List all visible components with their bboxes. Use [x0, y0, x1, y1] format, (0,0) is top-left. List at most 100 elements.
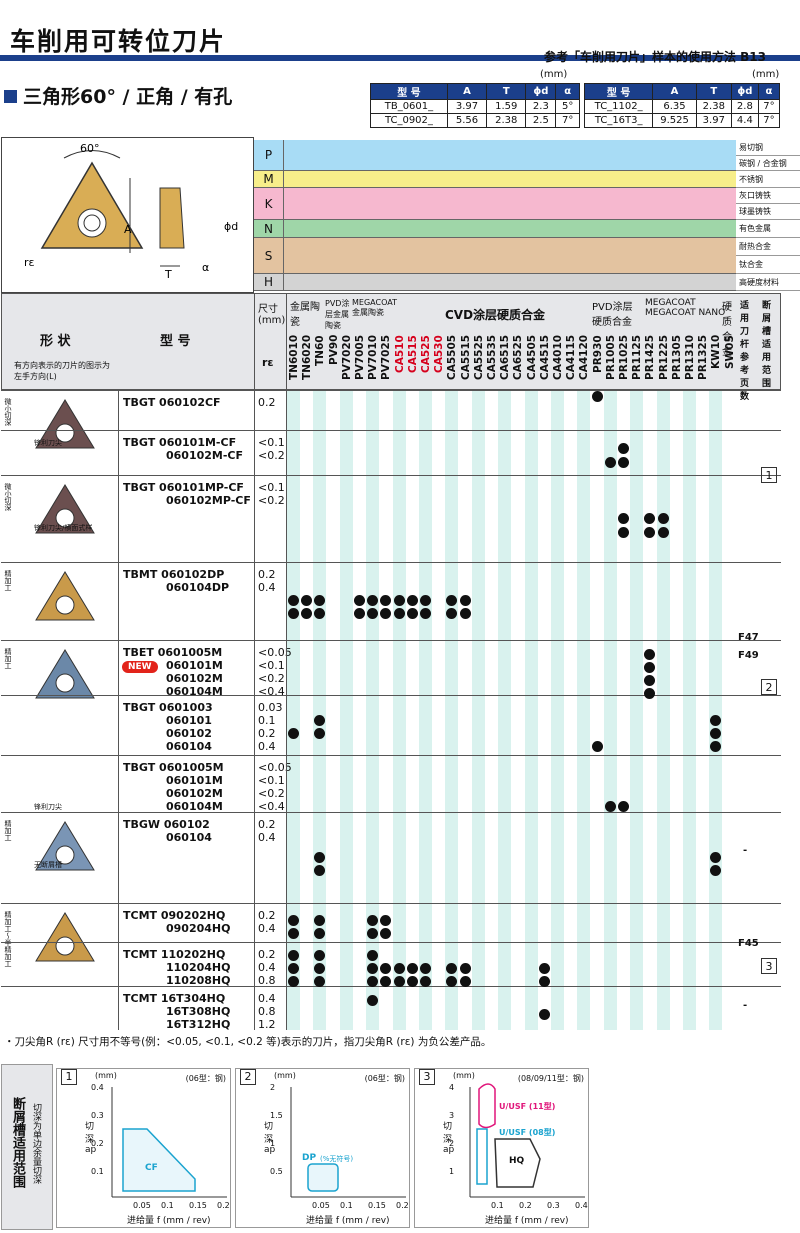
new-badge: NEW [122, 661, 158, 673]
availability-dot [314, 950, 326, 961]
availability-dot [420, 595, 431, 606]
insert-image [35, 649, 95, 699]
insert-image [35, 571, 95, 621]
material-name: 有色金属 [736, 220, 800, 238]
grade-label: TN6010 [288, 335, 300, 381]
model-number: 060104 [166, 740, 212, 753]
header-holder: 适用刀杆参考页数 [740, 301, 750, 402]
availability-dot [288, 608, 299, 619]
availability-dot [644, 527, 656, 538]
y-tick-label: 0.4 [91, 1083, 104, 1092]
corner-radius: <0.2 [258, 787, 285, 800]
availability-dot [657, 527, 669, 538]
x-tick-label: 0.1 [161, 1201, 174, 1210]
grade-label: PV7005 [354, 335, 366, 381]
availability-dot [380, 595, 392, 606]
column-divider [254, 293, 255, 1030]
grade-column-stripe [603, 390, 617, 1030]
availability-dot [288, 595, 299, 606]
y-axis-label: 切深 ap [443, 1122, 455, 1155]
grade-column-stripe [656, 390, 670, 1030]
availability-dot [538, 963, 550, 974]
y-tick-label: 0.5 [270, 1167, 283, 1176]
model-number: 060104M [166, 685, 223, 698]
header-size: 尺寸(mm) [258, 304, 286, 326]
availability-dot [459, 595, 471, 606]
availability-dot [710, 715, 722, 726]
availability-dot [314, 595, 326, 606]
corner-radius: 0.2 [258, 727, 276, 740]
grade-label: CA4115 [565, 335, 578, 381]
table-row-divider [1, 903, 781, 904]
availability-dot [618, 443, 629, 454]
model-number: 060102 [166, 727, 212, 740]
grade-label: PR1005 [604, 335, 617, 381]
grade-label: CA4120 [578, 335, 591, 381]
chipbreaker-panel: 1 (mm) (06型：钢) 切深 ap 进给量 f (mm / rev) 0.4 0.3 0… [56, 1068, 231, 1228]
availability-dot [618, 801, 629, 812]
availability-dot [420, 608, 431, 619]
availability-dot [380, 915, 392, 926]
model-number: TCMT 090202HQ [123, 909, 226, 922]
availability-dot [644, 662, 656, 673]
table-row-divider [1, 986, 781, 987]
corner-radius: 0.2 [258, 568, 276, 581]
x-tick-label: 0.2 [396, 1201, 409, 1210]
material-row-S [254, 238, 754, 274]
availability-dot [604, 457, 616, 468]
model-number: TBGT 060101M-CF [123, 436, 237, 449]
panel-number: 1 [61, 1069, 77, 1085]
corner-radius: 0.2 [258, 396, 276, 409]
availability-dot [367, 915, 379, 926]
table-row-divider [1, 755, 781, 756]
availability-dot [301, 608, 313, 619]
availability-dot [618, 527, 629, 538]
y-axis-label: 切深 ap [85, 1122, 97, 1155]
availability-dot [354, 608, 365, 619]
corner-radius: 0.2 [258, 948, 276, 961]
availability-dot [591, 391, 603, 402]
availability-dot [314, 865, 326, 876]
x-tick-label: 0.15 [368, 1201, 386, 1210]
x-axis-label: 进给量 f (mm / rev) [306, 1216, 390, 1226]
x-axis-label: 进给量 f (mm / rev) [127, 1216, 211, 1226]
x-tick-label: 0.4 [575, 1201, 588, 1210]
material-name: 高硬度材料 [736, 274, 800, 291]
availability-dot [657, 513, 669, 524]
panel-type: (06型：钢) [185, 1074, 226, 1083]
table-row-divider [1, 562, 781, 563]
availability-dot [314, 915, 326, 926]
availability-dot [367, 976, 379, 987]
header-megacoat-cermet: MEGACOAT金属陶瓷 [352, 298, 397, 317]
corner-radius: 0.4 [258, 992, 276, 1005]
holder-page-ref: - [743, 1000, 748, 1011]
grade-label: TN60 [314, 335, 327, 366]
application-label: 精加工 [4, 570, 12, 591]
application-label: 精加工 [4, 820, 12, 841]
insert-image [35, 484, 95, 534]
availability-dot [644, 649, 656, 660]
availability-dot [420, 976, 431, 987]
availability-dot [354, 595, 365, 606]
material-row-H [254, 274, 754, 291]
model-number: 060102M [166, 787, 223, 800]
availability-dot [446, 595, 458, 606]
grade-column-stripe [471, 390, 485, 1030]
x-tick-label: 0.2 [519, 1201, 532, 1210]
grade-column-stripe [366, 390, 380, 1030]
availability-dot [288, 728, 299, 739]
header-model: 型 号 [160, 334, 191, 349]
panel-unit: (mm) [95, 1071, 117, 1080]
panel-type: (06型：钢) [364, 1074, 405, 1083]
model-number: TCMT 16T304HQ [123, 992, 226, 1005]
availability-dot [367, 950, 379, 961]
availability-dot [591, 741, 603, 752]
model-number: 060102M [166, 672, 223, 685]
svg-text:A: A [124, 223, 132, 236]
column-divider [286, 293, 287, 1030]
corner-radius: <0.2 [258, 494, 285, 507]
availability-dot [420, 963, 431, 974]
availability-dot [393, 608, 405, 619]
grade-column-stripe [287, 390, 300, 1030]
availability-dot [314, 852, 326, 863]
